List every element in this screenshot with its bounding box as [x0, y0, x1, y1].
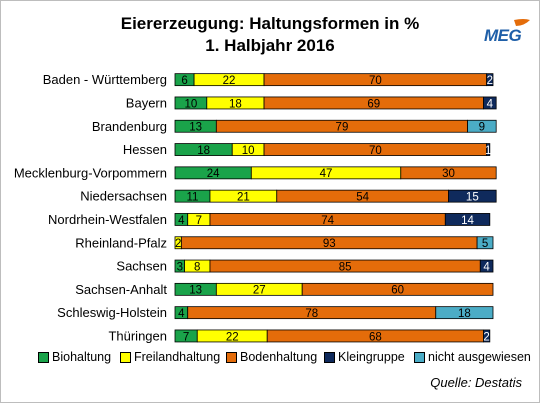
legend-label: Freilandhaltung — [134, 350, 221, 364]
data-label: 68 — [369, 331, 382, 343]
data-label: 7 — [196, 215, 202, 227]
data-label: 54 — [356, 191, 369, 203]
category-label: Rheinland-Pfalz — [75, 235, 167, 250]
data-label: 4 — [178, 215, 185, 227]
data-label: 30 — [442, 168, 455, 180]
category-label: Brandenburg — [92, 119, 167, 134]
bar-segment — [476, 236, 494, 250]
legend-swatch — [414, 351, 425, 363]
data-label: 78 — [305, 308, 318, 320]
bar-segment — [448, 189, 497, 203]
data-label: 79 — [336, 122, 349, 134]
legend-label: Kleingruppe — [338, 350, 405, 364]
data-label: 2 — [175, 238, 181, 250]
bar-segment — [486, 143, 491, 156]
chart-subtitle: 1. Halbjahr 2016 — [205, 36, 335, 55]
category-label: Sachsen — [116, 259, 167, 274]
data-label: 2 — [487, 75, 493, 87]
bar-segment — [400, 166, 497, 180]
data-label: 9 — [479, 122, 485, 134]
data-label: 2 — [483, 331, 489, 343]
legend: Biohaltung Freilandhaltung Bodenhaltung Kle… — [10, 350, 540, 366]
source-note: Quelle: Destatis — [430, 375, 522, 390]
data-label: 24 — [207, 168, 220, 180]
category-label: Schleswig-Holstein — [57, 305, 167, 320]
logo-text: MEG — [484, 26, 522, 45]
data-label: 10 — [185, 98, 198, 110]
category-label: Thüringen — [108, 328, 167, 343]
data-label: 69 — [367, 98, 380, 110]
legend-item: Bodenhaltung — [226, 350, 317, 364]
data-label: 10 — [242, 145, 255, 157]
data-label: 6 — [181, 75, 187, 87]
bar-segment — [483, 329, 491, 343]
data-label: 11 — [187, 191, 199, 203]
data-label: 85 — [339, 261, 352, 273]
category-label: Niedersachsen — [80, 189, 167, 204]
data-label: 18 — [197, 145, 210, 157]
bar-segment — [483, 96, 497, 110]
legend-swatch — [226, 351, 237, 363]
data-label: 70 — [369, 145, 382, 157]
data-label: 47 — [320, 168, 333, 180]
bar-segment — [301, 282, 494, 296]
bar-segment — [486, 73, 494, 87]
legend-swatch — [324, 351, 335, 363]
data-label: 1 — [485, 145, 491, 157]
data-label: 15 — [466, 191, 479, 203]
category-label: Baden - Württemberg — [43, 72, 167, 87]
logo-leaf-icon — [514, 19, 530, 26]
data-label: 21 — [237, 191, 250, 203]
data-label: 4 — [487, 98, 494, 110]
data-label: 14 — [461, 215, 474, 227]
data-label: 7 — [183, 331, 189, 343]
meg-logo: MEG — [484, 18, 534, 48]
category-label: Bayern — [126, 95, 167, 110]
legend-swatch — [120, 351, 131, 363]
legend-label: Biohaltung — [52, 350, 112, 364]
legend-item: Freilandhaltung — [120, 350, 220, 364]
category-label: Sachsen-Anhalt — [75, 282, 167, 297]
data-label: 93 — [323, 238, 336, 250]
data-label: 13 — [189, 285, 202, 297]
data-label: 8 — [194, 261, 200, 273]
chart-title: Eiererzeugung: Haltungsformen in % — [120, 14, 420, 33]
data-label: 22 — [226, 331, 239, 343]
bar-segment — [467, 119, 497, 133]
bar-segment — [444, 213, 491, 226]
bar-segment — [435, 306, 494, 320]
data-label: 18 — [458, 308, 471, 320]
category-label: Mecklenburg-Vorpommern — [14, 165, 167, 180]
legend-label: nicht ausgewiesen — [428, 350, 531, 364]
data-label: 60 — [391, 285, 404, 297]
category-label: Hessen — [123, 142, 167, 157]
data-label: 70 — [369, 75, 382, 87]
bar-segment — [479, 259, 494, 273]
legend-swatch — [38, 351, 49, 363]
data-label: 13 — [189, 122, 202, 134]
data-label: 18 — [229, 98, 242, 110]
data-label: 22 — [223, 75, 236, 87]
legend-item: nicht ausgewiesen — [414, 350, 531, 364]
data-label: 4 — [178, 308, 185, 320]
legend-item: Kleingruppe — [324, 350, 405, 364]
data-label: 5 — [482, 238, 488, 250]
category-label: Nordrhein-Westfalen — [48, 212, 167, 227]
data-label: 27 — [253, 285, 266, 297]
legend-label: Bodenhaltung — [240, 350, 318, 364]
data-label: 3 — [177, 261, 183, 273]
data-label: 4 — [483, 261, 490, 273]
data-label: 74 — [321, 215, 334, 227]
legend-item: Biohaltung — [38, 350, 111, 364]
